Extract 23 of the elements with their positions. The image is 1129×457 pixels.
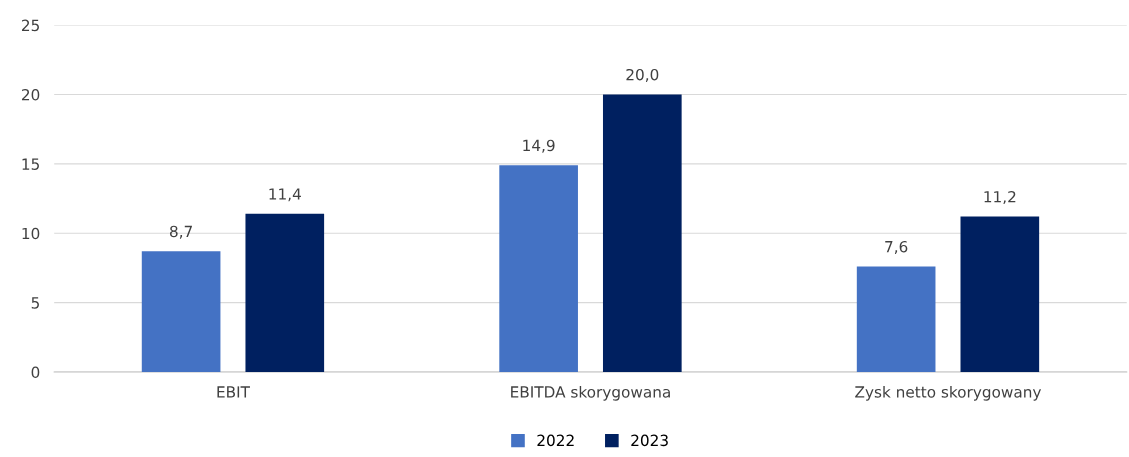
bar: [602, 94, 682, 372]
x-tick-label: Zysk netto skorygowany: [855, 385, 1042, 401]
bar: [960, 216, 1040, 372]
x-tick-label: EBIT: [217, 386, 250, 398]
bar: [499, 165, 578, 372]
bar: [245, 213, 325, 372]
y-tick-label: 10: [22, 227, 40, 240]
data-label: 14,9: [523, 139, 555, 153]
data-label: 11,2: [984, 190, 1016, 205]
legend-label: 2022: [537, 434, 574, 447]
legend-label: 2023: [631, 434, 668, 447]
data-label: 20,0: [626, 68, 659, 82]
x-tick-label: EBITDA skorygowana: [511, 385, 670, 401]
data-label: 11,4: [269, 188, 301, 202]
y-tick-label: 25: [21, 19, 39, 32]
y-tick-label: 5: [31, 297, 39, 309]
y-tick-label: 15: [22, 158, 39, 170]
bar: [856, 266, 936, 372]
y-tick-label: 0: [31, 366, 40, 379]
y-tick-label: 20: [21, 88, 40, 101]
data-label: 8,7: [170, 225, 192, 239]
data-label: 7,6: [885, 240, 908, 255]
bar: [141, 251, 221, 372]
